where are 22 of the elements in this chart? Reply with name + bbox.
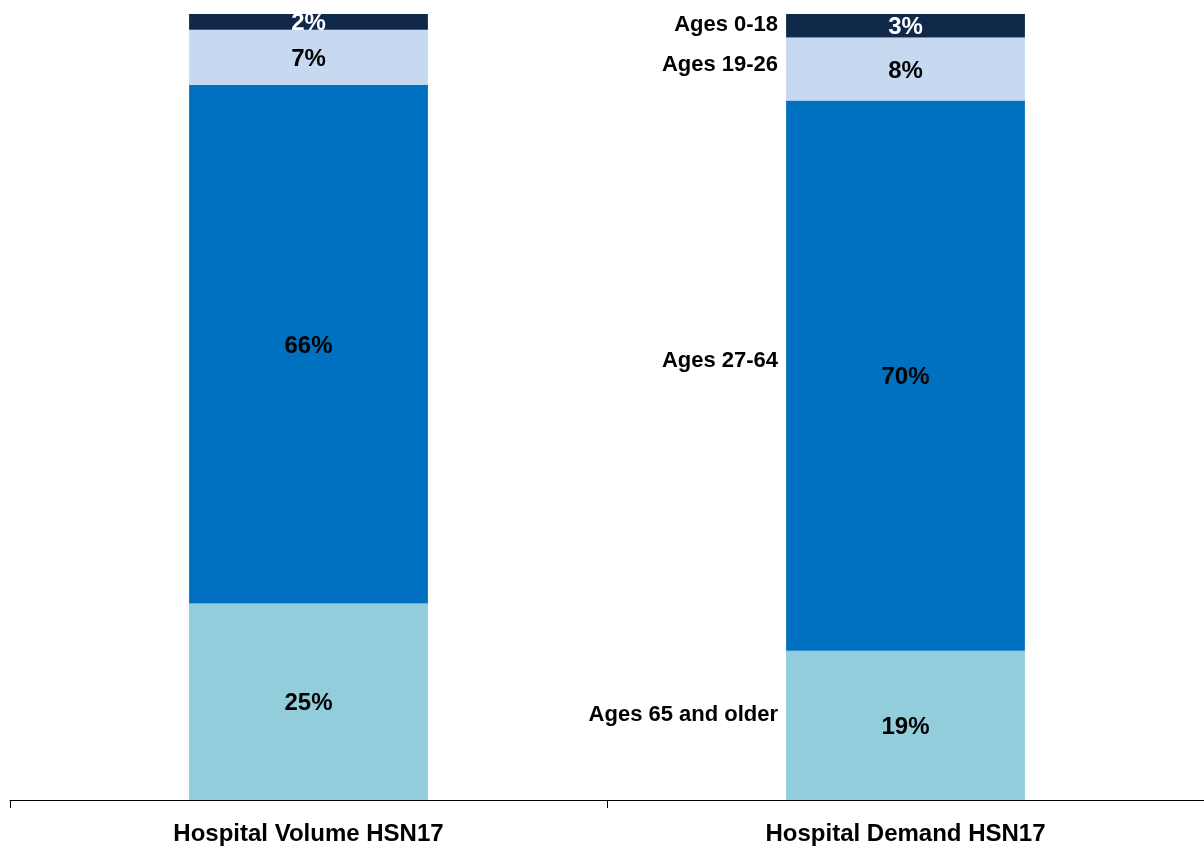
data-label: 3%	[888, 12, 923, 40]
data-label: 66%	[284, 330, 333, 358]
data-label: 2%	[291, 8, 326, 36]
data-label: 25%	[284, 688, 333, 716]
data-label: 70%	[881, 362, 930, 390]
bar	[189, 14, 428, 30]
bar	[189, 84, 428, 604]
bar	[189, 603, 428, 800]
data-label: 19%	[881, 711, 930, 739]
series-label: Ages 19-26	[661, 50, 779, 76]
bar	[786, 100, 1025, 651]
x-tick-label: Hospital Demand HSN17	[765, 818, 1046, 846]
bar	[786, 14, 1025, 38]
x-tick-label: Hospital Volume HSN17	[173, 818, 444, 846]
series-label: Ages 0-18	[674, 11, 779, 37]
bar	[786, 37, 1025, 101]
data-label: 7%	[291, 43, 326, 71]
series-label: Ages 65 and older	[588, 701, 779, 727]
bar	[189, 29, 428, 85]
data-label: 8%	[888, 55, 923, 83]
bar	[786, 650, 1025, 800]
series-label: Ages 27-64	[661, 347, 779, 373]
